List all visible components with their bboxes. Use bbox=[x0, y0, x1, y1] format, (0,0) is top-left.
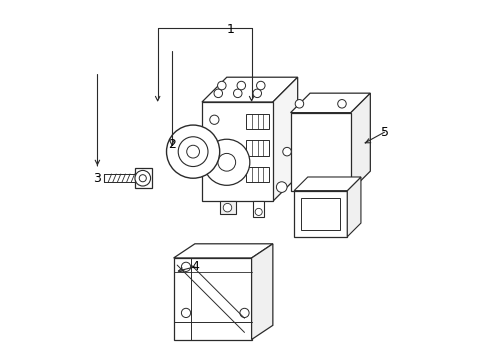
Circle shape bbox=[255, 208, 262, 215]
Circle shape bbox=[295, 100, 303, 108]
Bar bbox=[253, 201, 264, 217]
Polygon shape bbox=[350, 93, 369, 191]
Circle shape bbox=[223, 203, 231, 212]
Polygon shape bbox=[173, 244, 272, 258]
Circle shape bbox=[139, 175, 146, 182]
Bar bbox=[301, 198, 340, 230]
Circle shape bbox=[203, 139, 249, 185]
Bar bbox=[246, 114, 269, 129]
Circle shape bbox=[214, 89, 222, 98]
Polygon shape bbox=[346, 177, 360, 237]
Circle shape bbox=[181, 262, 190, 271]
Text: 1: 1 bbox=[226, 23, 234, 36]
Circle shape bbox=[209, 115, 219, 124]
Text: 2: 2 bbox=[167, 138, 175, 151]
Polygon shape bbox=[272, 77, 297, 201]
Polygon shape bbox=[251, 244, 272, 339]
Bar bbox=[246, 167, 269, 183]
Bar bbox=[290, 113, 350, 191]
Circle shape bbox=[233, 89, 242, 98]
Bar bbox=[134, 168, 151, 188]
Circle shape bbox=[181, 308, 190, 318]
Bar bbox=[202, 102, 272, 201]
Circle shape bbox=[217, 81, 225, 90]
Circle shape bbox=[166, 125, 219, 178]
Text: 5: 5 bbox=[380, 126, 387, 139]
Bar bbox=[173, 258, 251, 339]
Circle shape bbox=[178, 137, 207, 167]
Circle shape bbox=[252, 89, 261, 98]
Circle shape bbox=[218, 153, 235, 171]
Circle shape bbox=[237, 81, 245, 90]
Circle shape bbox=[337, 100, 346, 108]
Bar bbox=[293, 191, 346, 237]
Circle shape bbox=[256, 81, 264, 90]
Text: 3: 3 bbox=[93, 172, 101, 185]
Circle shape bbox=[209, 144, 219, 153]
Bar bbox=[246, 140, 269, 156]
Circle shape bbox=[282, 147, 291, 156]
Circle shape bbox=[240, 308, 248, 318]
Circle shape bbox=[276, 182, 286, 192]
Polygon shape bbox=[290, 93, 369, 113]
Polygon shape bbox=[293, 177, 360, 191]
Circle shape bbox=[186, 145, 199, 158]
Bar bbox=[219, 201, 235, 214]
Polygon shape bbox=[202, 77, 297, 102]
Circle shape bbox=[135, 170, 150, 186]
Text: 4: 4 bbox=[190, 260, 199, 273]
